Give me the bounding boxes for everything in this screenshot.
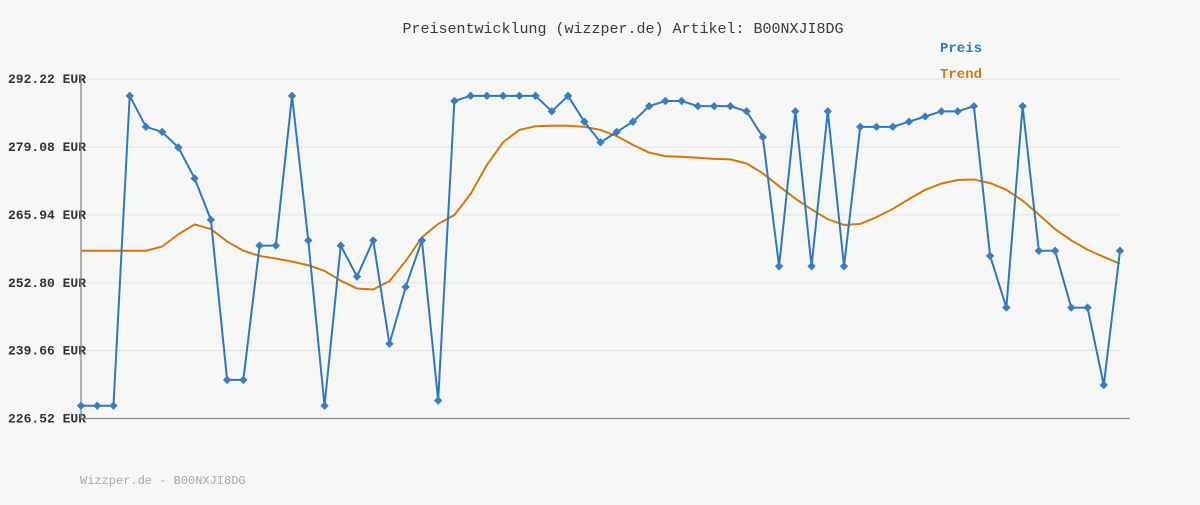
svg-text:279.08 EUR: 279.08 EUR bbox=[8, 140, 86, 155]
svg-text:292.22 EUR: 292.22 EUR bbox=[8, 72, 86, 87]
svg-text:239.66 EUR: 239.66 EUR bbox=[8, 344, 86, 359]
svg-text:226.52 EUR: 226.52 EUR bbox=[8, 412, 86, 427]
svg-text:265.94 EUR: 265.94 EUR bbox=[8, 208, 86, 223]
svg-text:252.80 EUR: 252.80 EUR bbox=[8, 276, 86, 291]
